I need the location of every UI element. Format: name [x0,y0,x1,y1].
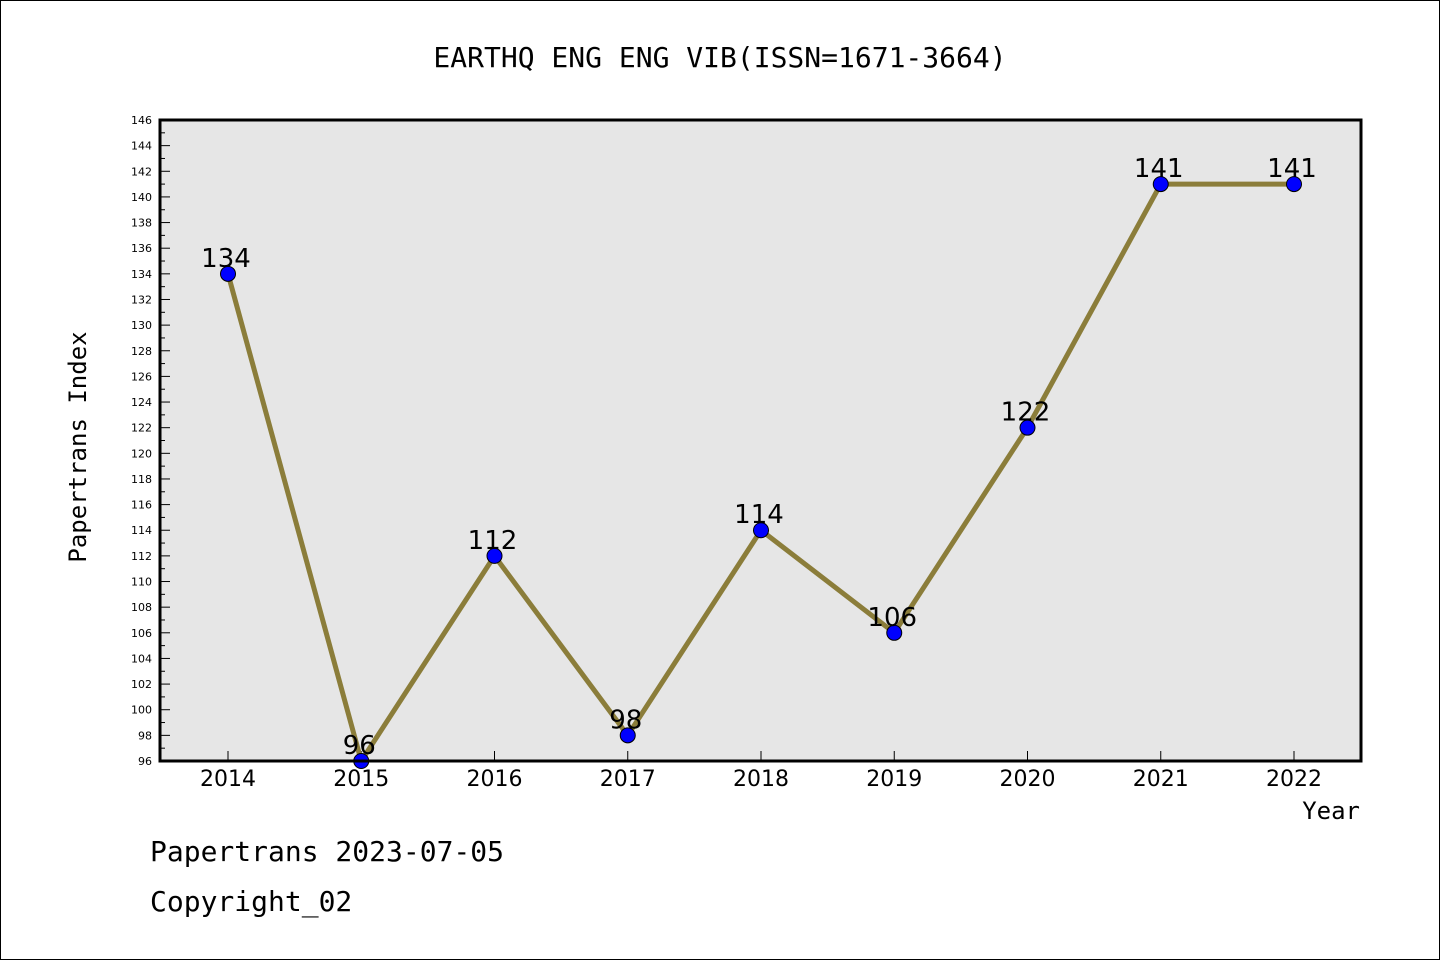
y-tick-label: 104 [131,652,152,665]
data-point [886,624,903,641]
data-label: 112 [468,526,518,556]
footer-date: Papertrans 2023-07-05 [150,835,505,868]
x-axis-label: Year [1302,797,1360,825]
y-tick-label: 132 [131,293,152,306]
data-point [1286,176,1302,193]
data-label: 141 [1134,154,1184,184]
x-tick-label: 2020 [1000,767,1056,792]
data-point [486,547,503,564]
y-tick-label: 98 [138,729,152,742]
y-tick-label: 112 [131,550,152,563]
y-axis-label: Papertrans Index [64,331,92,562]
y-tick-label: 108 [131,601,152,614]
y-tick-label: 116 [131,499,152,512]
data-point [220,265,236,282]
y-tick-label: 134 [131,268,152,281]
data-point [619,727,636,744]
data-point [753,522,769,539]
x-tick-label: 2014 [200,767,256,792]
y-tick-label: 120 [131,447,152,460]
y-axis: 96 98 100 102 104 106 108 110 112 114 116 118 120 122… [131,114,170,768]
plot-area [160,120,1361,761]
y-tick-label: 124 [131,396,152,409]
data-label: 96 [343,731,376,761]
data-label: 134 [201,244,251,274]
y-tick-label: 128 [131,345,152,358]
plot-border [158,118,1363,763]
data-point [1019,419,1036,436]
y-tick-label: 102 [131,678,152,691]
x-tick-label: 2015 [333,767,389,792]
data-point [1152,176,1169,193]
x-axis: 2014 2015 2016 2017 2018 2019 2020 2021 2022 [200,751,1322,792]
footer-copyright: Copyright_02 [150,885,353,918]
y-tick-label: 122 [131,422,152,435]
y-tick-label: 114 [131,524,152,537]
data-label: 98 [609,705,642,735]
y-tick-label: 96 [138,755,152,768]
y-tick-label: 118 [131,473,152,486]
data-labels: 134 96 112 98 114 106 122 141 141 [201,154,1317,761]
y-tick-label: 136 [131,242,152,255]
data-label: 122 [1001,398,1051,428]
x-tick-label: 2016 [467,767,523,792]
y-tick-label: 100 [131,704,152,717]
y-tick-label: 110 [131,576,152,589]
x-tick-label: 2017 [600,767,656,792]
y-tick-label: 130 [131,319,152,332]
y-tick-label: 140 [131,191,152,204]
x-tick-label: 2018 [733,767,789,792]
chart-title: EARTHQ ENG ENG VIB(ISSN=1671-3664) [433,41,1006,74]
x-tick-label: 2019 [866,767,922,792]
data-label: 106 [867,603,917,633]
y-tick-label: 138 [131,217,152,230]
y-tick-label: 106 [131,627,152,640]
y-tick-label: 126 [131,370,152,383]
data-label: 114 [734,500,784,530]
y-tick-label: 146 [131,114,152,127]
data-label: 141 [1267,154,1317,184]
y-tick-label: 144 [131,140,152,153]
x-tick-label: 2022 [1266,767,1322,792]
x-tick-label: 2021 [1133,767,1189,792]
y-tick-label: 142 [131,165,152,178]
